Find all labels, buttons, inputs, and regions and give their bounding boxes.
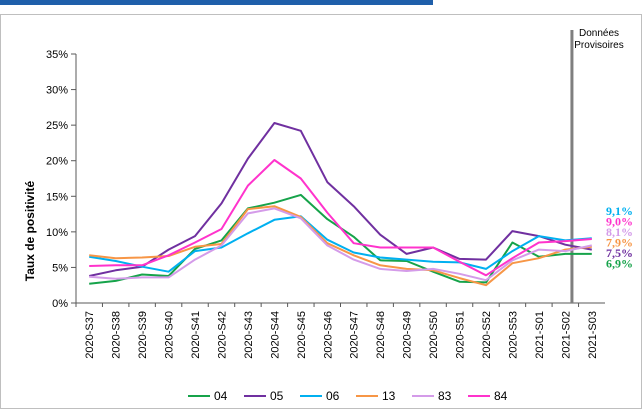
x-tick-label: 2021-S02	[560, 311, 572, 359]
y-tick-label: 20%	[46, 156, 68, 168]
series-line-13	[89, 205, 592, 287]
legend: 04 05 06 13 83 84	[188, 389, 508, 403]
y-axis-label: Taux de positivité	[23, 180, 37, 281]
x-tick-label: 2020-S52	[481, 311, 493, 359]
x-tick-label: 2020-S45	[296, 311, 308, 359]
legend-label-05: 05	[270, 389, 284, 403]
end-label-05: 7,5%	[606, 246, 633, 260]
end-label-84: 9,0%	[606, 215, 633, 229]
x-tick-label: 2020-S46	[322, 311, 334, 359]
y-tick-label: 35%	[46, 49, 68, 61]
annotation-line-2: Provisoires	[574, 40, 623, 51]
y-tick-label: 25%	[46, 120, 68, 132]
legend-label-04: 04	[214, 389, 228, 403]
annotation-line-1: Données	[579, 28, 619, 39]
x-tick-label: 2020-S41	[190, 311, 202, 359]
y-tick-label: 30%	[46, 85, 68, 97]
x-tick-label: 2020-S50	[428, 311, 440, 359]
y-tick-label: 0%	[52, 298, 68, 310]
y-tick-label: 15%	[46, 191, 68, 203]
series-line-84	[89, 159, 592, 277]
end-label-13: 7,9%	[606, 236, 633, 250]
x-tick-label: 2020-S51	[455, 311, 467, 359]
legend-label-06: 06	[326, 389, 340, 403]
x-tick-label: 2020-S44	[269, 311, 281, 359]
legend-label-83: 83	[438, 389, 452, 403]
x-tick-label: 2020-S53	[507, 311, 519, 359]
x-tick-label: 2020-S43	[243, 311, 255, 359]
y-tick-label: 10%	[46, 227, 68, 239]
legend-label-13: 13	[382, 389, 396, 403]
x-tick-label: 2020-S42	[216, 311, 228, 359]
x-tick-label: 2021-S01	[534, 311, 546, 359]
x-tick-label: 2020-S47	[349, 311, 361, 359]
y-tick-label: 5%	[52, 262, 68, 274]
chart-frame	[0, 14, 642, 409]
end-labels: 9,1%9,0%8,1%7,9%7,5%6,9%	[606, 204, 633, 271]
x-tick-label: 2020-S39	[137, 311, 149, 359]
x-tick-label: 2020-S37	[84, 311, 96, 359]
x-tick-label: 2020-S49	[402, 311, 414, 359]
end-label-06: 9,1%	[606, 204, 633, 218]
end-label-04: 6,9%	[606, 257, 633, 271]
x-tick-label: 2021-S03	[587, 311, 599, 359]
series-line-06	[89, 215, 592, 273]
axis-layer: 0% 5% 10% 15% 20% 25% 30% 35% 2020-S37 2020-S38 20…	[46, 30, 605, 359]
series-line-05	[88, 122, 592, 277]
x-tick-label: 2020-S48	[375, 311, 387, 359]
x-tick-label: 2020-S38	[111, 311, 123, 359]
x-tick-label: 2020-S40	[164, 311, 176, 359]
header-accent-bar	[0, 0, 433, 5]
series-layer	[88, 122, 593, 287]
end-label-83: 8,1%	[606, 225, 633, 239]
series-line-83	[89, 207, 593, 282]
legend-label-84: 84	[494, 389, 508, 403]
